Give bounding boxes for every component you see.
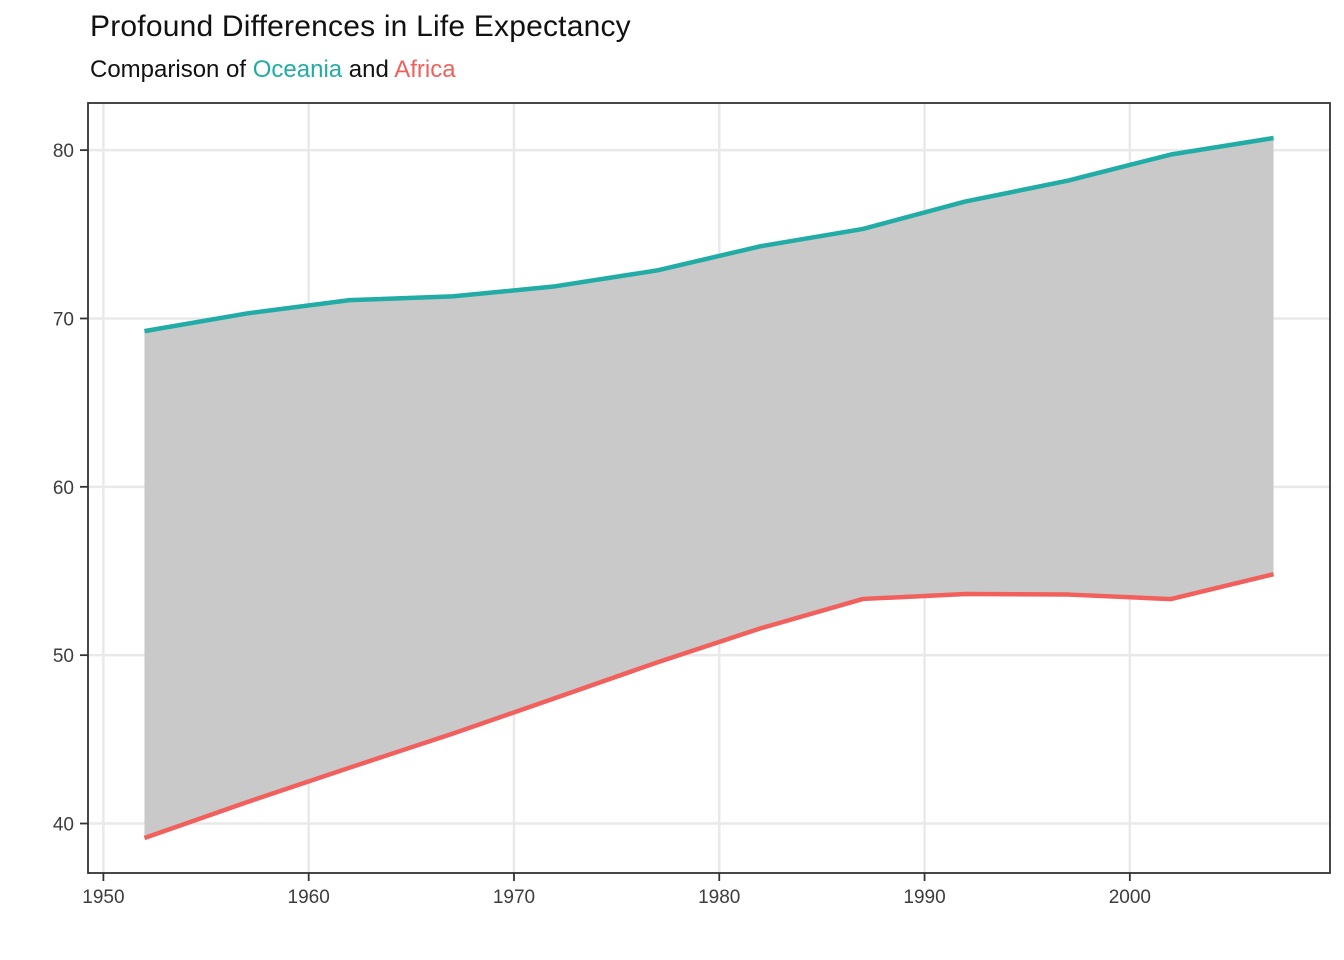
y-axis-tick-label: 60	[53, 478, 74, 499]
x-axis-tick-label: 2000	[1109, 887, 1151, 908]
ribbon-area	[144, 138, 1274, 838]
x-axis-tick-label: 1980	[698, 887, 740, 908]
x-axis-tick-label: 1990	[903, 887, 945, 908]
subtitle-prefix: Comparison of	[90, 56, 253, 83]
y-axis-tick-label: 40	[53, 815, 74, 836]
chart-subtitle: Comparison of Oceania and Africa	[90, 56, 456, 84]
subtitle-oceania: Oceania	[252, 56, 343, 83]
x-axis-tick-label: 1960	[288, 887, 330, 908]
y-axis-tick-label: 80	[53, 141, 74, 162]
line-africa	[143, 572, 1275, 841]
line-oceania	[144, 135, 1274, 334]
subtitle-middle: and	[342, 56, 395, 83]
chart-title: Profound Differences in Life Expectancy	[90, 10, 631, 43]
x-axis-tick-label: 1970	[493, 887, 535, 908]
panel-border	[87, 102, 1331, 874]
y-axis-tick-label: 70	[53, 309, 74, 330]
x-axis-tick-label: 1950	[82, 887, 124, 908]
y-axis-tick-label: 50	[53, 646, 74, 667]
subtitle-africa: Africa	[394, 56, 456, 83]
